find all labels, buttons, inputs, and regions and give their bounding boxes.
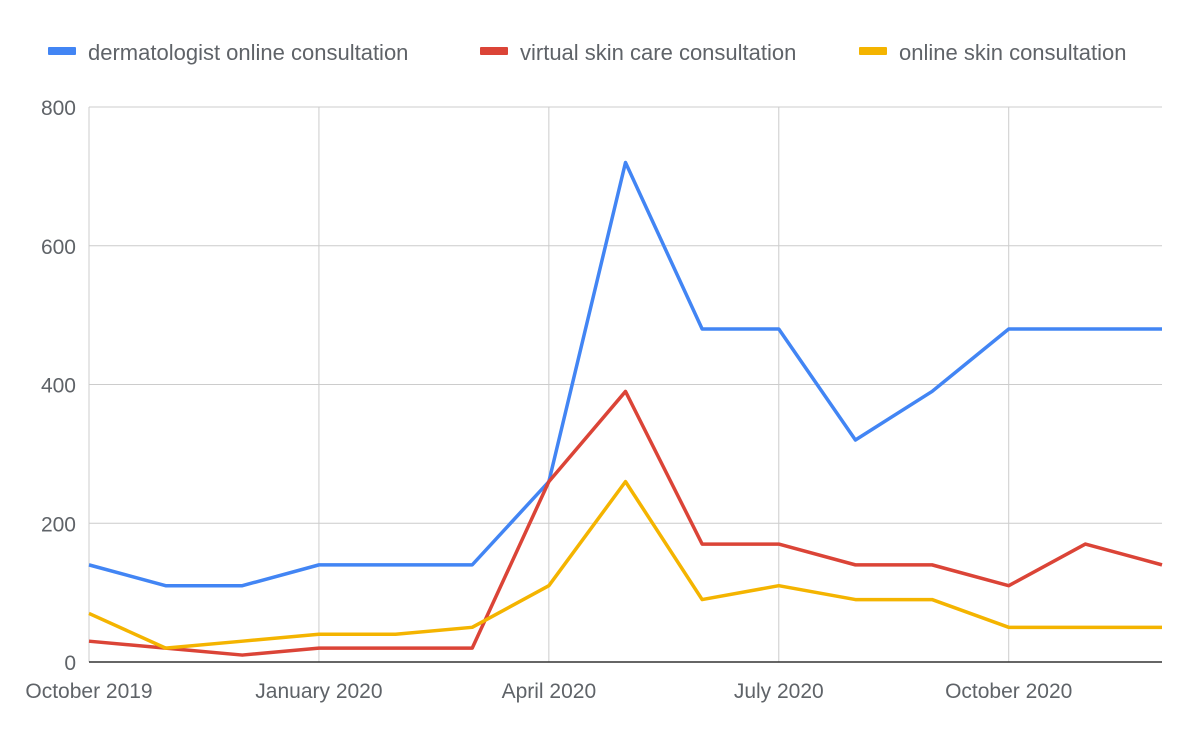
y-tick-label: 800 [41,97,76,120]
legend-label: virtual skin care consultation [520,40,796,65]
gridlines [89,107,1162,662]
series-line-0 [89,163,1162,586]
legend-label: dermatologist online consultation [88,40,408,65]
legend: dermatologist online consultation virtual… [48,40,1126,65]
y-axis-ticks: 0 200 400 600 800 [41,97,76,675]
x-tick-label: October 2020 [945,680,1072,703]
series-lines [89,162,1162,655]
x-tick-label: April 2020 [502,680,597,703]
x-tick-label: July 2020 [734,680,824,703]
legend-label: online skin consultation [899,40,1126,65]
legend-swatch [48,47,76,55]
y-tick-label: 200 [41,513,76,536]
x-tick-label: January 2020 [255,680,382,703]
x-axis-ticks: October 2019 January 2020 April 2020 July 2… [25,680,1072,703]
series-line-2 [89,482,1162,649]
legend-swatch [859,47,887,55]
x-tick-label: October 2019 [25,680,152,703]
y-tick-label: 600 [41,236,76,259]
y-tick-label: 0 [64,652,76,675]
y-tick-label: 400 [41,375,76,398]
legend-swatch [480,47,508,55]
